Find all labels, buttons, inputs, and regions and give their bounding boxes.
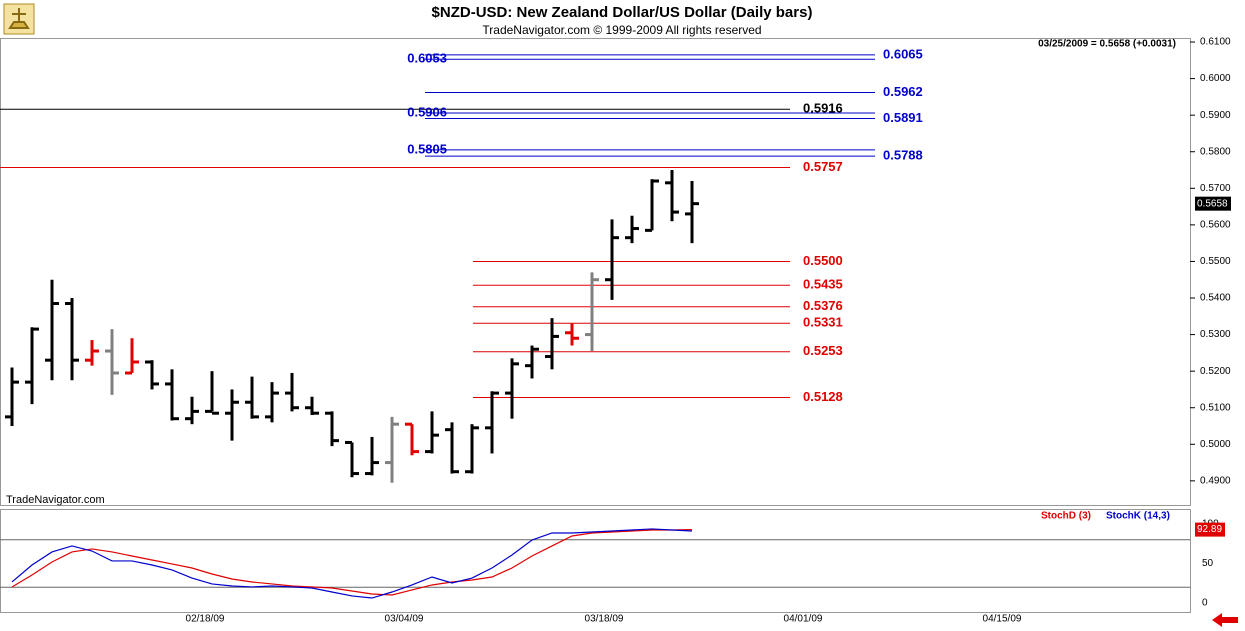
- level-label: 0.6065: [883, 46, 923, 61]
- level-label: 0.5253: [803, 343, 843, 358]
- x-tick-label: 03/18/09: [585, 614, 624, 625]
- last-value: 92.89: [1197, 524, 1222, 535]
- scroll-arrow[interactable]: [1212, 613, 1238, 627]
- x-tick-label: 04/01/09: [784, 614, 823, 625]
- stoch-line: [11, 528, 693, 599]
- level-label: 0.5331: [803, 315, 843, 330]
- level-label: 0.5788: [883, 148, 923, 163]
- last-price-box: [1195, 196, 1231, 211]
- y-tick-label: 0.5800: [1200, 146, 1231, 157]
- level-label: 0.5757: [803, 159, 843, 174]
- y-tick-label: 0.5900: [1200, 110, 1231, 121]
- chart-subtitle: TradeNavigator.com © 1999-2009 All right…: [482, 23, 761, 37]
- quote: 03/25/2009 = 0.5658 (+0.0031): [1038, 39, 1176, 50]
- y-tick-label: 0.5700: [1200, 183, 1231, 194]
- y-tick-label: 0.5100: [1200, 402, 1231, 413]
- level-label: 0.5916: [803, 101, 843, 116]
- y-tick-label: 0.5000: [1200, 439, 1231, 450]
- chart-title: $NZD-USD: New Zealand Dollar/US Dollar (…: [432, 4, 813, 21]
- legend-entry: StochD (3): [1041, 511, 1091, 522]
- level-label: 0.5500: [803, 253, 843, 268]
- x-tick-label: 03/04/09: [385, 614, 424, 625]
- y-tick-label: 0.5300: [1200, 329, 1231, 340]
- y-tick-label: 0.4900: [1200, 476, 1231, 487]
- level-label: 0.5962: [883, 84, 923, 99]
- y-tick-label: 0.5500: [1200, 256, 1231, 267]
- x-tick-label: 04/15/09: [983, 614, 1022, 625]
- logo: [3, 3, 35, 35]
- stoch-line: [11, 529, 693, 596]
- y-tick-label: 0: [1202, 598, 1208, 609]
- y-tick-label: 0.5200: [1200, 366, 1231, 377]
- level-label: 0.5891: [883, 110, 923, 125]
- y-tick-label: 0.6100: [1200, 37, 1231, 48]
- level-label: 0.5128: [803, 389, 843, 404]
- last-price: 0.5658: [1197, 198, 1228, 209]
- x-tick-label: 02/18/09: [186, 614, 225, 625]
- level-label: 0.5435: [803, 277, 843, 292]
- y-tick-label: 0.5400: [1200, 293, 1231, 304]
- level-label: 0.5376: [803, 298, 843, 313]
- last-value-box: [1195, 522, 1225, 537]
- price-panel: [0, 38, 1191, 506]
- level-label: 0.5805: [407, 141, 447, 156]
- y-tick-label: 0.6000: [1200, 73, 1231, 84]
- stoch-panel: [0, 509, 1191, 613]
- level-label: 0.6053: [407, 51, 447, 66]
- level-label: 0.5906: [407, 104, 447, 119]
- y-tick-label: 0.5600: [1200, 220, 1231, 231]
- watermark: TradeNavigator.com: [6, 494, 105, 506]
- legend-entry: StochK (14,3): [1106, 511, 1170, 522]
- y-tick-label: 50: [1202, 558, 1214, 569]
